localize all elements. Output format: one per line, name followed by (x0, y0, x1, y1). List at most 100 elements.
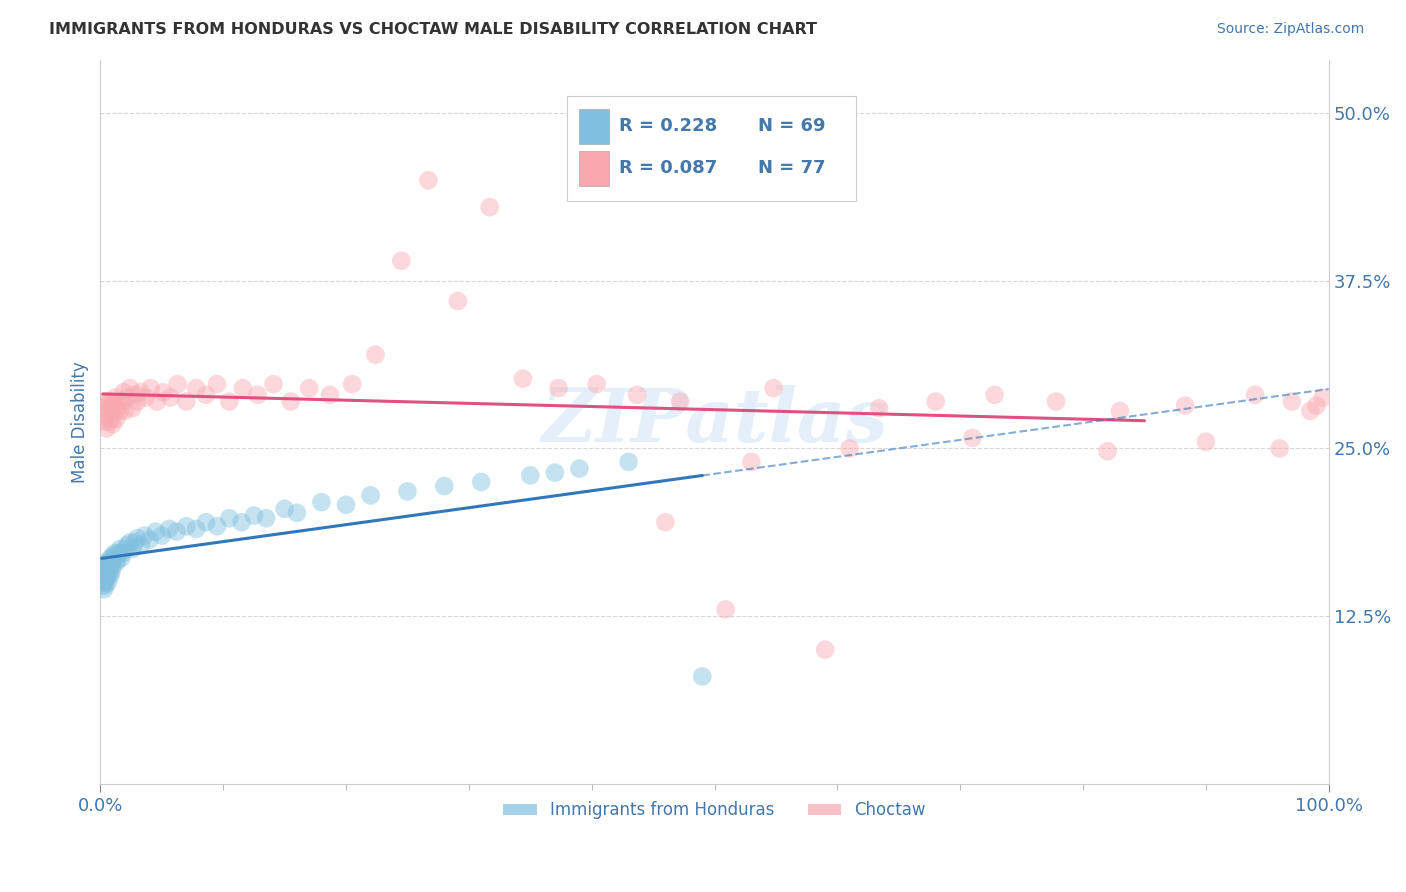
Point (96, 408, 118, 422)
Point (340, 377, 363, 392)
Point (478, 200, 501, 214)
Point (100, 412, 122, 426)
Point (107, 401, 129, 416)
Point (97, 575, 120, 590)
Point (97, 565, 120, 579)
Y-axis label: Male Disability: Male Disability (72, 360, 89, 483)
Point (195, 515, 218, 529)
Point (135, 391, 157, 405)
Point (91, 565, 114, 579)
Legend: Immigrants from Honduras, Choctaw: Immigrants from Honduras, Choctaw (496, 795, 932, 826)
Point (103, 399, 125, 413)
Point (105, 556, 128, 570)
Point (90, 569, 112, 583)
Point (127, 532, 149, 546)
Point (166, 377, 188, 392)
Point (654, 515, 676, 529)
Point (94, 394, 117, 409)
Point (121, 401, 143, 416)
Text: R = 0.087: R = 0.087 (619, 159, 717, 178)
Point (97, 394, 120, 409)
Point (924, 394, 946, 409)
Point (94, 573, 117, 587)
Point (176, 394, 198, 409)
Point (98, 569, 121, 583)
Text: Source: ZipAtlas.com: Source: ZipAtlas.com (1216, 22, 1364, 37)
Point (547, 381, 569, 395)
Point (101, 549, 124, 563)
Point (157, 522, 180, 536)
Point (714, 602, 737, 616)
Point (108, 542, 131, 557)
Point (389, 253, 412, 268)
Point (93, 569, 115, 583)
Point (93, 415, 115, 429)
Point (107, 394, 129, 409)
Point (470, 475, 492, 489)
Point (105, 412, 128, 426)
Point (108, 404, 131, 418)
Point (91, 578, 114, 592)
Point (396, 484, 419, 499)
Point (263, 377, 285, 392)
Point (298, 381, 321, 395)
Point (512, 372, 534, 386)
Point (146, 394, 169, 409)
Point (97, 559, 120, 574)
Point (1312, 391, 1334, 405)
Point (152, 385, 174, 400)
Point (94, 578, 117, 592)
Point (111, 546, 134, 560)
Point (98, 401, 121, 416)
Point (111, 394, 134, 409)
Point (273, 501, 295, 516)
Point (138, 533, 160, 547)
Point (114, 542, 136, 557)
Point (93, 582, 115, 597)
Text: IMMIGRANTS FROM HONDURAS VS CHOCTAW MALE DISABILITY CORRELATION CHART: IMMIGRANTS FROM HONDURAS VS CHOCTAW MALE… (49, 22, 817, 37)
Point (97, 569, 120, 583)
Point (186, 381, 208, 395)
Point (150, 529, 173, 543)
Point (218, 394, 240, 409)
Point (311, 495, 333, 509)
Point (96, 421, 118, 435)
Point (145, 524, 167, 539)
Point (134, 529, 156, 543)
Point (101, 417, 124, 432)
Point (91, 573, 114, 587)
Point (243, 508, 266, 523)
Point (129, 538, 152, 552)
Point (117, 538, 139, 552)
Point (1109, 404, 1132, 418)
Point (218, 511, 240, 525)
Point (360, 488, 382, 502)
Point (246, 388, 269, 402)
Point (104, 391, 127, 405)
Point (962, 431, 984, 445)
Point (159, 391, 181, 405)
Point (112, 385, 135, 400)
Point (127, 394, 149, 409)
Point (100, 556, 122, 570)
Text: N = 77: N = 77 (758, 159, 825, 178)
Point (97, 404, 120, 418)
Point (1305, 399, 1327, 413)
Point (319, 388, 342, 402)
Point (124, 388, 146, 402)
Point (100, 565, 122, 579)
Point (205, 519, 228, 533)
Point (1299, 404, 1322, 418)
Text: R = 0.228: R = 0.228 (619, 117, 717, 136)
Point (762, 381, 785, 395)
Point (176, 519, 198, 533)
Text: ZIPatlas: ZIPatlas (541, 385, 889, 458)
Point (96, 565, 118, 579)
Point (1097, 444, 1119, 458)
Point (100, 394, 122, 409)
Point (364, 348, 387, 362)
Point (114, 404, 136, 418)
Point (93, 559, 115, 574)
Point (983, 388, 1005, 402)
Point (98, 559, 121, 574)
